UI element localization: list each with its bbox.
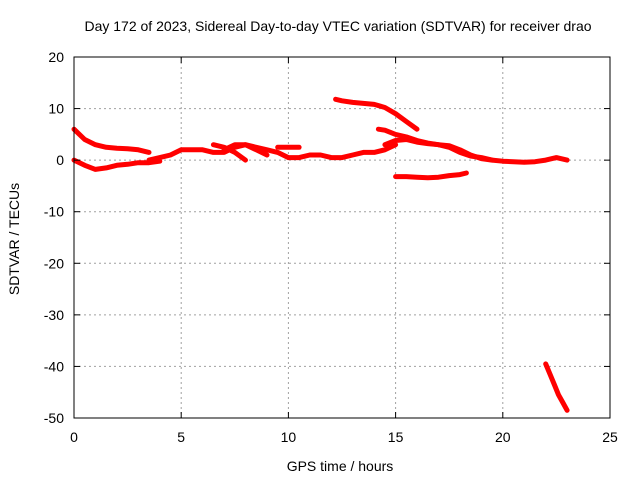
x-tick-label: 15	[388, 429, 404, 445]
series-track-3	[146, 142, 399, 163]
y-axis-label: SDTVAR / TECUs	[6, 183, 22, 295]
x-tick-label: 25	[602, 429, 618, 445]
x-tick-label: 10	[281, 429, 297, 445]
y-tick-label: 10	[48, 101, 64, 117]
grid	[74, 57, 610, 418]
series-track-1	[71, 126, 152, 155]
y-tick-label: -50	[44, 410, 64, 426]
series-track-5	[221, 142, 270, 158]
series-track-2	[71, 157, 163, 172]
y-tick-label: -20	[44, 255, 64, 271]
x-tick-label: 5	[177, 429, 185, 445]
y-tick-label: -40	[44, 358, 64, 374]
series-track-10	[393, 170, 469, 181]
axis-ticks: 0 5 10 15 20 25 -50 -40 -30 -20 -10 0 10 20	[44, 49, 618, 445]
y-tick-label: 20	[48, 49, 64, 65]
plot-frame	[73, 56, 611, 419]
chart-title: Day 172 of 2023, Sidereal Day-to-day VTE…	[84, 18, 591, 34]
y-tick-label: -30	[44, 307, 64, 323]
x-tick-label: 20	[495, 429, 511, 445]
x-tick-label: 0	[70, 429, 78, 445]
series-track-11	[543, 361, 570, 413]
series-group	[71, 96, 570, 413]
y-tick-label: -10	[44, 204, 64, 220]
series-track-7	[333, 96, 420, 132]
series-track-9	[382, 137, 495, 163]
y-tick-label: 0	[56, 152, 64, 168]
x-axis-label: GPS time / hours	[287, 458, 394, 474]
